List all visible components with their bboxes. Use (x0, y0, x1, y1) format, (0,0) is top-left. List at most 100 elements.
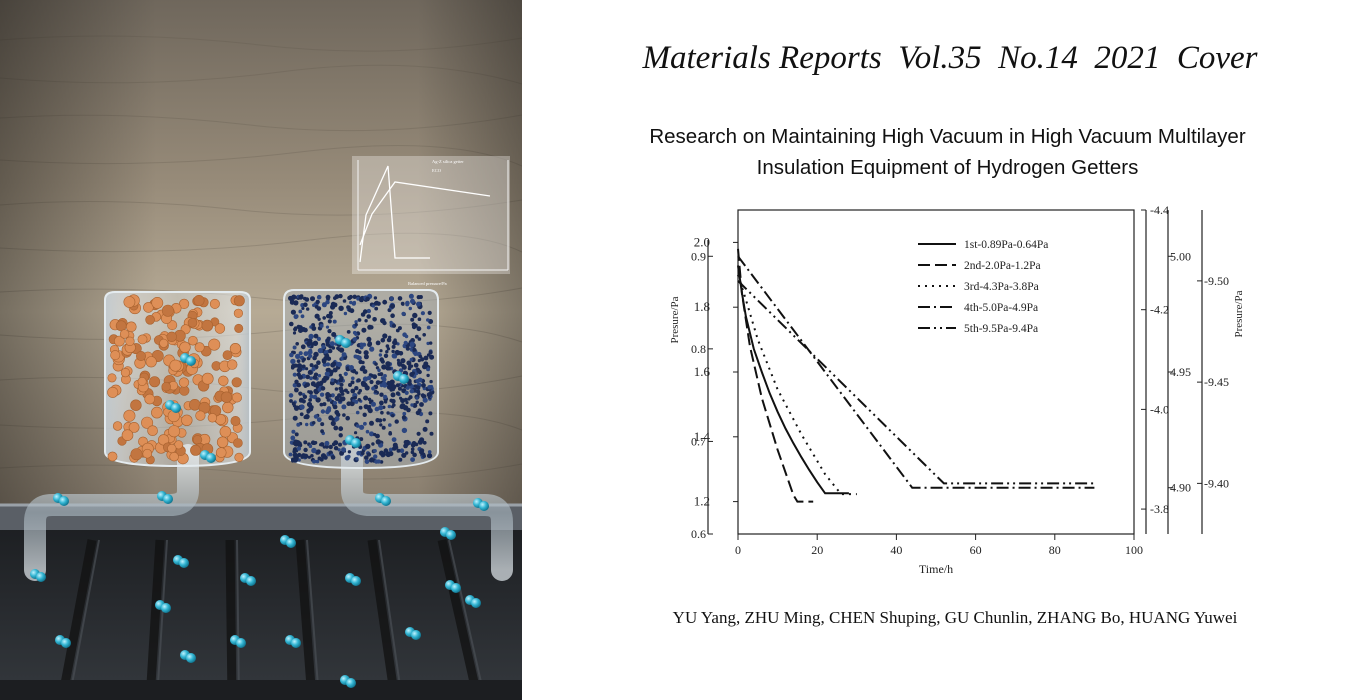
blue-getter-granule (347, 308, 353, 313)
hydrogen-molecule (393, 371, 409, 384)
blue-getter-granule (325, 368, 330, 372)
blue-getter-granule (414, 334, 419, 339)
blue-getter-granule (312, 355, 317, 361)
blue-getter-granule (315, 299, 320, 305)
blue-getter-granule (327, 319, 332, 324)
orange-getter-pellet (230, 415, 241, 426)
blue-getter-granule (416, 431, 421, 436)
blue-getter-granule (417, 369, 422, 375)
blue-getter-granule (367, 324, 373, 330)
blue-getter-granule (308, 406, 314, 412)
blue-getter-granule (422, 397, 428, 403)
blue-getter-granule (422, 426, 428, 432)
blue-getter-granule (319, 457, 324, 462)
blue-getter-granule (427, 450, 432, 454)
blue-getter-granule (357, 398, 362, 402)
blue-getter-granule (411, 324, 417, 330)
blue-getter-granule (325, 392, 331, 397)
blue-getter-granule (291, 401, 296, 406)
orange-getter-pellet (161, 304, 174, 317)
orange-getter-pellet (222, 350, 233, 360)
blue-getter-granule (334, 446, 338, 450)
blue-getter-granule (350, 401, 355, 406)
blue-getter-granule (391, 349, 395, 354)
orange-getter-pellet (169, 359, 182, 372)
hydrogen-atom (351, 576, 361, 586)
series-line-3 (737, 274, 857, 496)
blue-getter-granule (385, 350, 389, 354)
blue-getter-granule (374, 389, 378, 394)
blue-getter-granule (304, 297, 310, 302)
orange-getter-pellet (159, 338, 169, 348)
hydrogen-atom (351, 438, 361, 448)
blue-getter-granule (357, 355, 362, 361)
a1-tick-label: 2.0 (694, 234, 710, 249)
blue-getter-granule (292, 457, 298, 463)
blue-getter-granule (416, 326, 422, 332)
blue-getter-granule (365, 429, 370, 434)
inset-series-2 (359, 181, 491, 246)
blue-getter-granule (364, 455, 369, 461)
a3-tick-label: -4.0 (1150, 402, 1169, 416)
blue-getter-granule (426, 318, 430, 322)
a3-tick-label: -4.2 (1150, 303, 1169, 317)
blue-getter-granule (427, 453, 433, 459)
blue-getter-granule (362, 376, 368, 382)
hydrogen-atom (346, 678, 356, 688)
blue-getter-granule (299, 399, 303, 403)
hydrogen-molecule (345, 573, 361, 586)
blue-getter-granule (378, 418, 383, 423)
orange-getter-pellet (209, 298, 220, 309)
blue-getter-granule (295, 439, 300, 445)
blue-getter-granule (300, 455, 304, 459)
blue-getter-granule (294, 379, 299, 384)
blue-getter-granule (411, 371, 415, 375)
blue-getter-granule (299, 404, 305, 410)
orange-getter-pellet (207, 413, 218, 423)
blue-getter-granule (308, 353, 313, 359)
blue-getter-granule (409, 357, 413, 362)
blue-getter-granule (374, 362, 378, 366)
blue-getter-granule (290, 358, 296, 365)
blue-getter-granule (316, 336, 321, 341)
blue-getter-granule (342, 299, 347, 303)
orange-getter-pellet (179, 298, 190, 310)
a2-tick-label: 0.7 (691, 434, 706, 448)
blue-getter-granule (358, 297, 364, 303)
blue-getter-granule (317, 387, 322, 392)
orange-getter-pellet (130, 448, 143, 461)
blue-getter-granule (392, 446, 397, 451)
blue-getter-granule (414, 442, 419, 447)
blue-getter-granule (289, 352, 294, 358)
blue-getter-granule (324, 440, 330, 446)
pressure-time-chart: 0 20 40 60 80 100 1.2 1.4 1.6 1.8 2.0 0.6 0.7 0.8 0.9 -… (669, 203, 1245, 576)
orange-getter-pellet (121, 429, 134, 442)
blue-getter-granule (362, 309, 368, 314)
blue-getter-granule (348, 383, 352, 387)
a2-tick-label: 0.8 (691, 342, 706, 356)
blue-getter-granule (337, 448, 341, 452)
blue-getter-granule (316, 294, 322, 300)
blue-getter-granule (311, 421, 316, 425)
blue-getter-granule (293, 314, 299, 320)
orange-getter-pellet (149, 376, 161, 388)
blue-getter-granule (379, 383, 384, 388)
orange-getter-pellet (123, 296, 136, 308)
blue-getter-granule (346, 330, 351, 334)
blue-getter-granule (321, 344, 326, 349)
blue-getter-granule (336, 361, 342, 368)
blue-getter-granule (292, 415, 298, 421)
blue-getter-granule (288, 452, 293, 457)
blue-getter-granule (290, 309, 296, 315)
blue-getter-granule (289, 299, 295, 305)
blue-getter-granule (401, 415, 407, 420)
hydrogen-atom (36, 572, 46, 582)
blue-getter-granule (378, 405, 384, 411)
blue-getter-granule (346, 454, 351, 459)
hydrogen-atom (179, 558, 189, 568)
orange-getter-pellet (167, 443, 177, 454)
blue-getter-granule (371, 304, 375, 308)
series-line-4 (737, 255, 1095, 489)
hydrogen-molecule (157, 491, 173, 504)
blue-getter-granule (354, 371, 359, 375)
